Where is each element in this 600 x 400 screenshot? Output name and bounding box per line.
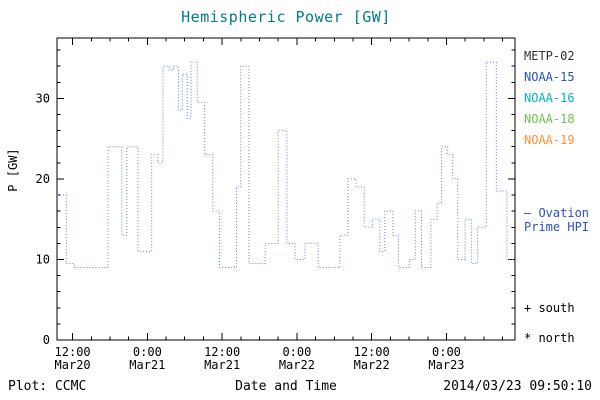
y-tick-label: 0: [43, 333, 50, 347]
legend-satellite-noaa-18: NOAA-18: [524, 112, 575, 126]
x-tick-date-label: Mar21: [204, 358, 240, 372]
chart-title: Hemispheric Power [GW]: [181, 8, 391, 26]
x-tick-time-label: 0:00: [133, 345, 162, 359]
legend-satellite-noaa-16: NOAA-16: [524, 91, 575, 105]
legend-satellite-noaa-19: NOAA-19: [524, 133, 575, 147]
x-tick-date-label: Mar20: [55, 358, 91, 372]
legend-satellite-metp-02: METP-02: [524, 49, 575, 63]
satellite-legend: METP-02 NOAA-15 NOAA-16 NOAA-18 NOAA-19: [524, 46, 575, 151]
x-axis-title: Date and Time: [235, 379, 337, 394]
y-tick-label: 10: [36, 252, 50, 266]
x-tick-date-label: Mar21: [129, 358, 165, 372]
x-tick-time-label: 0:00: [282, 345, 311, 359]
x-tick-date-label: Mar22: [279, 358, 315, 372]
x-tick-date-label: Mar22: [354, 358, 390, 372]
hpi-step-line: [57, 61, 515, 268]
y-axis-label: P [GW]: [6, 148, 20, 192]
footer-plot-source: Plot: CCMC: [8, 379, 87, 394]
model-legend: – Ovation Prime HPI: [524, 206, 589, 234]
x-tick-date-label: Mar23: [428, 358, 464, 372]
legend-satellite-noaa-15: NOAA-15: [524, 70, 575, 84]
y-tick-label: 20: [36, 172, 50, 186]
model-legend-line1: – Ovation: [524, 206, 590, 220]
footer-timestamp: 2014/03/23 09:50:10: [443, 379, 592, 394]
x-tick-time-label: 0:00: [432, 345, 461, 359]
y-tick-label: 30: [36, 91, 50, 105]
model-legend-line2: Prime HPI: [524, 220, 590, 234]
north-marker-legend: * north: [524, 331, 575, 345]
x-tick-time-label: 12:00: [55, 345, 91, 359]
plot-frame: [56, 37, 516, 341]
x-tick-time-label: 12:00: [354, 345, 390, 359]
x-tick-time-label: 12:00: [204, 345, 240, 359]
south-marker-legend: + south: [524, 301, 575, 315]
